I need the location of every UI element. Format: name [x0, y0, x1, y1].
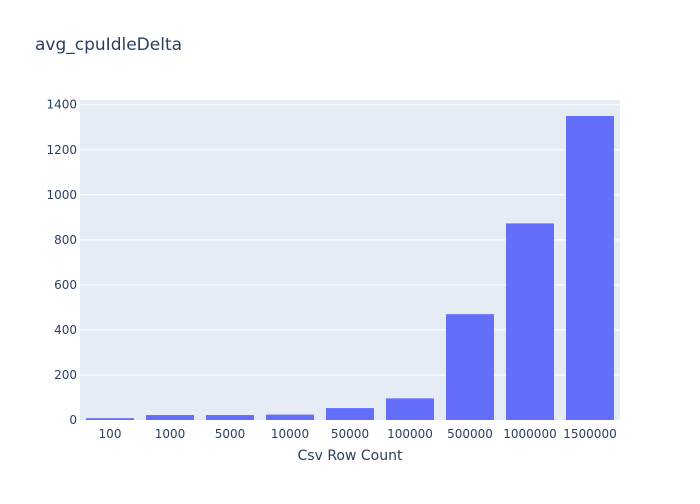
- y-tick-label: 400: [54, 323, 77, 337]
- bar[interactable]: [86, 418, 134, 420]
- bars: [86, 115, 614, 420]
- bar[interactable]: [566, 115, 614, 420]
- y-tick-label: 1000: [46, 188, 77, 202]
- y-tick-label: 200: [54, 368, 77, 382]
- x-axis-title: Csv Row Count: [298, 448, 403, 464]
- y-axis-ticks: 0 200 400 600 800 1000 1200 1400: [46, 98, 77, 427]
- y-tick-label: 1400: [46, 98, 77, 112]
- y-tick-label: 600: [54, 278, 77, 292]
- bar[interactable]: [446, 314, 494, 420]
- bar[interactable]: [506, 223, 554, 420]
- x-tick-label: 1500000: [563, 427, 616, 441]
- y-tick-label: 1200: [46, 143, 77, 157]
- x-tick-label: 1000: [155, 427, 186, 441]
- y-tick-label: 800: [54, 233, 77, 247]
- x-tick-label: 1000000: [503, 427, 556, 441]
- bar[interactable]: [266, 414, 314, 420]
- x-tick-label: 5000: [215, 427, 246, 441]
- bar[interactable]: [206, 415, 254, 420]
- bar[interactable]: [326, 408, 374, 420]
- x-tick-label: 100000: [387, 427, 433, 441]
- x-tick-label: 100: [99, 427, 122, 441]
- x-tick-label: 10000: [271, 427, 309, 441]
- x-tick-label: 500000: [447, 427, 493, 441]
- bar[interactable]: [146, 415, 194, 420]
- x-tick-label: 50000: [331, 427, 369, 441]
- bar[interactable]: [386, 398, 434, 420]
- y-tick-label: 0: [69, 413, 77, 427]
- grid-lines: [80, 104, 620, 376]
- x-axis-ticks: 100 1000 5000 10000 50000 100000 500000 1000000…: [99, 427, 617, 441]
- chart-title: avg_cpuIdleDelta: [35, 35, 182, 55]
